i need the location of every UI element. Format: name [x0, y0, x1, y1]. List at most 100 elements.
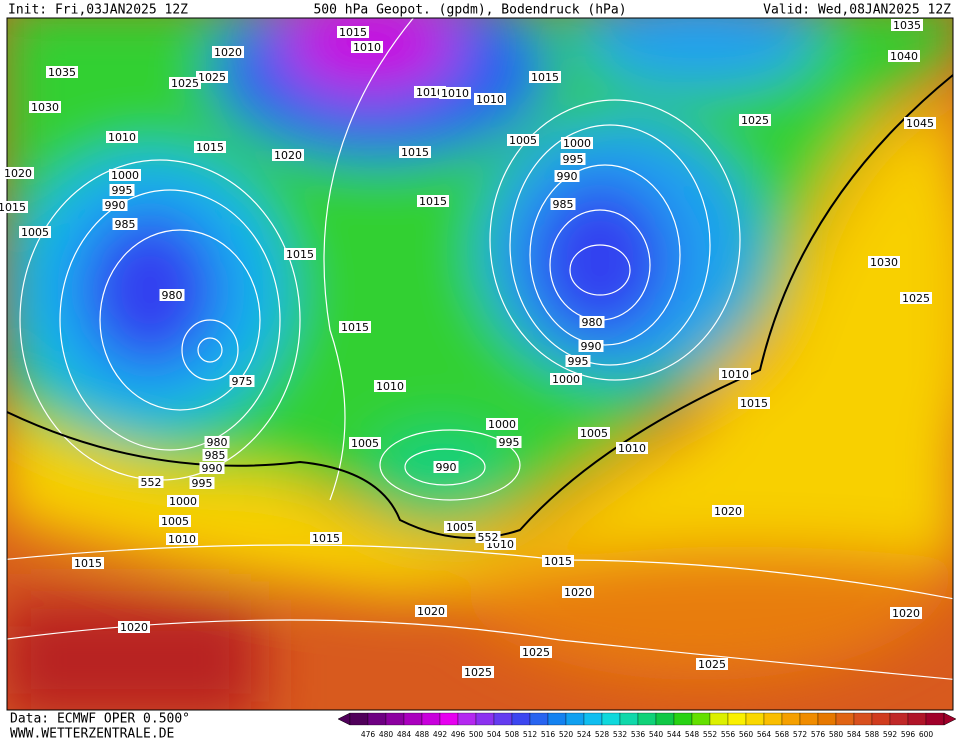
- isobar-label-box: [272, 149, 304, 161]
- isobar-label: 980: [162, 289, 183, 302]
- colorbar-label: 492: [433, 730, 448, 739]
- isobar-label: 1035: [893, 19, 921, 32]
- isobar-label-box: [616, 442, 648, 454]
- isobar-label-group: 1015: [337, 26, 369, 39]
- isobar-label-box: [169, 77, 201, 89]
- colorbar-swatch: [691, 712, 711, 726]
- colorbar-label: 480: [379, 730, 394, 739]
- isobar-label-box: [102, 199, 128, 211]
- isobar-label-group: 1010: [616, 442, 648, 455]
- isobar-label-group: 995: [565, 355, 591, 368]
- data-source: Data: ECMWF OPER 0.500°: [10, 712, 190, 727]
- isobar-label: 1010: [721, 368, 749, 381]
- isobar-label-box: [29, 101, 61, 113]
- isobar-label: 1000: [488, 418, 516, 431]
- colorbar-label: 500: [469, 730, 484, 739]
- isobar-label-box: [444, 521, 476, 533]
- contour-label-box: [138, 476, 164, 488]
- colorbar-label: 596: [901, 730, 916, 739]
- isobar-label-box: [888, 50, 920, 62]
- isobar-label-box: [196, 71, 228, 83]
- colorbar-label: 476: [361, 730, 376, 739]
- isobar-label: 1005: [21, 226, 49, 239]
- isobar-label-box: [433, 461, 459, 473]
- isobar-label-group: 1010: [166, 533, 198, 546]
- isobar-label: 1010: [441, 87, 469, 100]
- isobar-label-group: 1025: [196, 71, 228, 84]
- isobar-label: 1015: [740, 397, 768, 410]
- contour-label-group: 552: [475, 531, 501, 544]
- isobar-label-group: 985: [550, 198, 576, 211]
- isobar-label-box: [529, 71, 561, 83]
- isobar-label: 1030: [31, 101, 59, 114]
- isobar-label: 995: [563, 153, 584, 166]
- isobar-label-box: [337, 26, 369, 38]
- contour-label-box: [475, 531, 501, 543]
- isobar-label-group: 1020: [562, 586, 594, 599]
- colorbar-label: 504: [487, 730, 502, 739]
- isobar-label-box: [554, 170, 580, 182]
- isobar-label: 1005: [161, 515, 189, 528]
- isobar-label: 1000: [169, 495, 197, 508]
- isobar-label-box: [578, 340, 604, 352]
- colorbar-swatch: [925, 712, 945, 726]
- isobar-label: 990: [105, 199, 126, 212]
- isobar-label: 985: [205, 449, 226, 462]
- colorbar-swatch: [457, 712, 477, 726]
- isobar-label: 1025: [902, 292, 930, 305]
- colorbar-swatch: [817, 712, 837, 726]
- isobar-label: 1010: [168, 533, 196, 546]
- isobar-label-box: [349, 437, 381, 449]
- isobar-label: 1015: [312, 532, 340, 545]
- colorbar-swatch: [637, 712, 657, 726]
- colorbar-swatch: [583, 712, 603, 726]
- isobar-label-box: [374, 380, 406, 392]
- isobar-label-group: 980: [204, 436, 230, 449]
- colorbar-label: 516: [541, 730, 556, 739]
- isobar-label-box: [550, 198, 576, 210]
- height-field: [7, 18, 953, 710]
- isobar-label-box: [417, 195, 449, 207]
- colorbar-label: 496: [451, 730, 466, 739]
- isobar-label-group: 1025: [900, 292, 932, 305]
- isobar-label-group: 1015: [0, 201, 28, 214]
- isobar-label: 1025: [522, 646, 550, 659]
- isobar-label: 1040: [890, 50, 918, 63]
- isobar-label: 990: [436, 461, 457, 474]
- contour-label: 552: [141, 476, 162, 489]
- isobar-label-group: 1000: [550, 373, 582, 386]
- isobar-label: 1025: [198, 71, 226, 84]
- init-label: Init: Fri,03JAN2025 12Z: [8, 3, 188, 18]
- isobar-label: 995: [192, 477, 213, 490]
- colorbar-label: 572: [793, 730, 808, 739]
- colorbar-label: 584: [847, 730, 862, 739]
- colorbar-label: 556: [721, 730, 736, 739]
- colorbar-label: 532: [613, 730, 628, 739]
- isobar-label-group: 995: [189, 477, 215, 490]
- colorbar-swatch: [889, 712, 909, 726]
- isobar-label: 1020: [564, 586, 592, 599]
- colorbar-label: 528: [595, 730, 610, 739]
- isobar-label-group: 1005: [444, 521, 476, 534]
- isobar-label-box: [202, 449, 228, 461]
- isobar-label: 1030: [870, 256, 898, 269]
- isobar-label: 1010: [618, 442, 646, 455]
- isobar-label-group: 1015: [310, 532, 342, 545]
- colorbar-swatch: [709, 712, 729, 726]
- isobar-label-group: 1010: [351, 41, 383, 54]
- isobar-label: 975: [232, 375, 253, 388]
- isobar-label-group: 1015: [529, 71, 561, 84]
- isobar-label: 1015: [196, 141, 224, 154]
- isobar-label-box: [167, 495, 199, 507]
- isobar-label-group: 1025: [696, 658, 728, 671]
- colorbar-label: 488: [415, 730, 430, 739]
- isobar-label-box: [900, 292, 932, 304]
- isobar-label-group: 990: [554, 170, 580, 183]
- colorbar-swatch: [385, 712, 405, 726]
- isobar-label: 1020: [274, 149, 302, 162]
- isobar-label-box: [890, 607, 922, 619]
- isobar-label: 990: [202, 462, 223, 475]
- isobar-label-box: [439, 87, 471, 99]
